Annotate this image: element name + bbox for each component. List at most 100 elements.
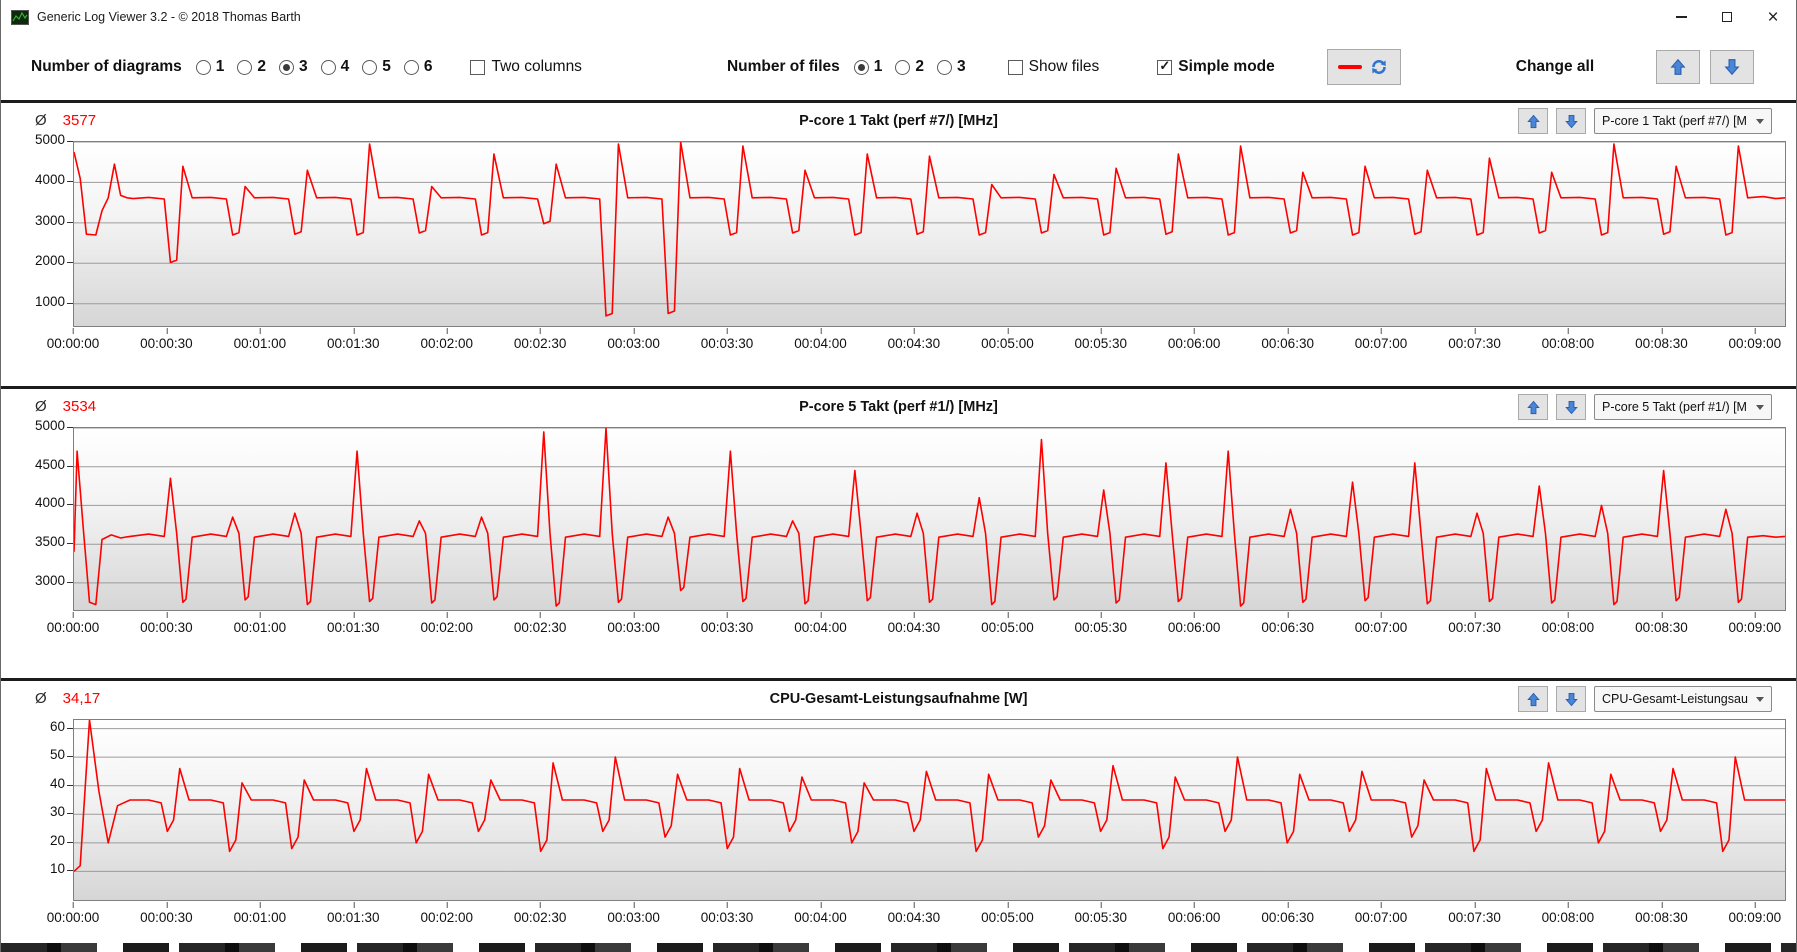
x-axis-label: 00:07:30: [1448, 902, 1501, 925]
diagram-panel-2: Ø 3534 P-core 5 Takt (perf #1/) [MHz] P-c…: [1, 386, 1796, 678]
x-axis-label: 00:08:00: [1541, 328, 1595, 351]
x-axis-label: 00:06:30: [1261, 612, 1314, 635]
files-radio-group: 1 2 3: [853, 58, 966, 76]
x-axis-label: 00:05:00: [981, 612, 1034, 635]
change-all-up-button[interactable]: [1656, 50, 1701, 84]
average-value: Ø 34,17: [35, 690, 101, 707]
x-axis-label: 00:01:00: [233, 612, 287, 635]
y-axis-label: 1000: [34, 294, 74, 309]
x-axis-label: 00:08:30: [1635, 328, 1688, 351]
diagrams-radio-2[interactable]: 2: [237, 58, 266, 76]
move-up-button[interactable]: [1518, 108, 1548, 134]
line-chart: [73, 141, 1786, 327]
minimize-button[interactable]: [1658, 0, 1704, 34]
x-axis-label: 00:05:30: [1074, 902, 1128, 925]
move-down-button[interactable]: [1556, 686, 1586, 712]
checkbox-icon: [1157, 59, 1173, 75]
x-axis-label: 00:01:30: [326, 902, 380, 925]
x-axis-label: 00:08:00: [1541, 612, 1595, 635]
panel-header: Ø 3534 P-core 5 Takt (perf #1/) [MHz] P-c…: [1, 389, 1796, 427]
diagrams-radio-3[interactable]: 3: [278, 58, 308, 76]
refresh-icon: [1369, 57, 1389, 77]
signal-dropdown[interactable]: P-core 1 Takt (perf #7/) [M: [1594, 108, 1772, 134]
signal-dropdown[interactable]: P-core 5 Takt (perf #1/) [M: [1594, 394, 1772, 420]
close-button[interactable]: ×: [1750, 0, 1796, 34]
show-files-checkbox[interactable]: Show files: [1007, 58, 1099, 76]
close-icon: ×: [1767, 6, 1779, 28]
panel-header: Ø 3577 P-core 1 Takt (perf #7/) [MHz] P-c…: [1, 103, 1796, 141]
x-axis-label: 00:07:00: [1354, 612, 1408, 635]
blue-arrow-up-icon: [1526, 400, 1540, 414]
files-radio-1[interactable]: 1: [853, 58, 882, 76]
radio-icon: [853, 59, 869, 75]
x-axis-label: 00:09:00: [1728, 902, 1782, 925]
simple-mode-checkbox[interactable]: Simple mode: [1157, 58, 1275, 76]
x-axis-label: 00:02:00: [420, 328, 474, 351]
y-axis-label: 5000: [34, 418, 74, 433]
y-axis-label: 5000: [34, 132, 74, 147]
x-axis-label: 00:02:30: [513, 612, 567, 635]
files-radio-3[interactable]: 3: [937, 58, 966, 76]
x-axis-label: 00:00:00: [46, 902, 100, 925]
blue-arrow-down-icon: [1724, 59, 1740, 76]
x-axis-label: 00:07:30: [1448, 612, 1501, 635]
x-axis-label: 00:03:00: [607, 612, 660, 635]
move-up-button[interactable]: [1518, 394, 1548, 420]
diagrams-radio-1[interactable]: 1: [195, 58, 224, 76]
maximize-button[interactable]: [1704, 0, 1750, 34]
x-axis-label: 00:07:00: [1354, 328, 1408, 351]
x-axis-label: 00:00:30: [140, 902, 193, 925]
x-axis-label: 00:02:30: [513, 328, 567, 351]
y-axis: 10 20 30 40 50 60: [1, 719, 74, 901]
blue-arrow-up-icon: [1526, 114, 1540, 128]
line-style-button[interactable]: [1326, 49, 1401, 85]
diagrams-radio-5[interactable]: 5: [362, 58, 391, 76]
change-all-down-button[interactable]: [1710, 50, 1755, 84]
x-axis-label: 00:03:30: [700, 612, 754, 635]
radio-icon: [937, 59, 953, 75]
diagrams-radio-6[interactable]: 6: [403, 58, 432, 76]
x-axis-label: 00:00:30: [140, 328, 193, 351]
diagrams-radio-4[interactable]: 4: [320, 58, 349, 76]
move-down-button[interactable]: [1556, 394, 1586, 420]
files-radio-2[interactable]: 2: [895, 58, 924, 76]
two-columns-checkbox[interactable]: Two columns: [470, 58, 582, 76]
average-value: Ø 3577: [35, 112, 97, 129]
x-axis-label: 00:08:30: [1635, 902, 1688, 925]
radio-icon: [278, 59, 294, 75]
y-axis-label: 60: [49, 719, 74, 734]
x-axis-label: 00:06:00: [1167, 328, 1221, 351]
x-axis-label: 00:05:00: [981, 902, 1034, 925]
move-down-button[interactable]: [1556, 108, 1586, 134]
x-axis-label: 00:08:00: [1541, 902, 1595, 925]
x-axis: 00:00:00 00:00:30 00:01:00 00:01:30 00:02:00…: [47, 901, 1786, 931]
number-of-files-label: Number of files: [726, 58, 840, 75]
x-axis-label: 00:03:00: [607, 902, 660, 925]
x-axis-label: 00:01:30: [326, 612, 380, 635]
blue-arrow-down-icon: [1564, 114, 1578, 128]
y-axis-label: 3000: [34, 213, 74, 228]
x-axis-label: 00:06:30: [1261, 902, 1314, 925]
red-dash-icon: [1338, 65, 1363, 69]
radio-icon: [237, 59, 253, 75]
x-axis-label: 00:02:00: [420, 612, 474, 635]
y-axis: 1000 2000 3000 4000 5000: [1, 132, 74, 327]
radio-icon: [895, 59, 911, 75]
chevron-down-icon: [1756, 404, 1764, 410]
y-axis-label: 4000: [34, 495, 74, 510]
x-axis-label: 00:07:00: [1354, 902, 1408, 925]
x-axis-label: 00:09:00: [1728, 612, 1782, 635]
signal-dropdown[interactable]: CPU-Gesamt-Leistungsau: [1594, 686, 1772, 712]
diagrams-radio-group: 1 2 3 4 5 6: [195, 58, 432, 76]
y-axis-label: 40: [49, 776, 74, 791]
blue-arrow-down-icon: [1564, 692, 1578, 706]
x-axis-label: 00:06:30: [1261, 328, 1314, 351]
move-up-button[interactable]: [1518, 686, 1548, 712]
y-axis-label: 50: [49, 747, 74, 762]
y-axis-label: 3500: [34, 534, 74, 549]
chevron-down-icon: [1756, 118, 1764, 124]
panel-title: P-core 1 Takt (perf #7/) [MHz]: [799, 113, 998, 129]
app-icon: [11, 9, 29, 25]
radio-icon: [362, 59, 378, 75]
